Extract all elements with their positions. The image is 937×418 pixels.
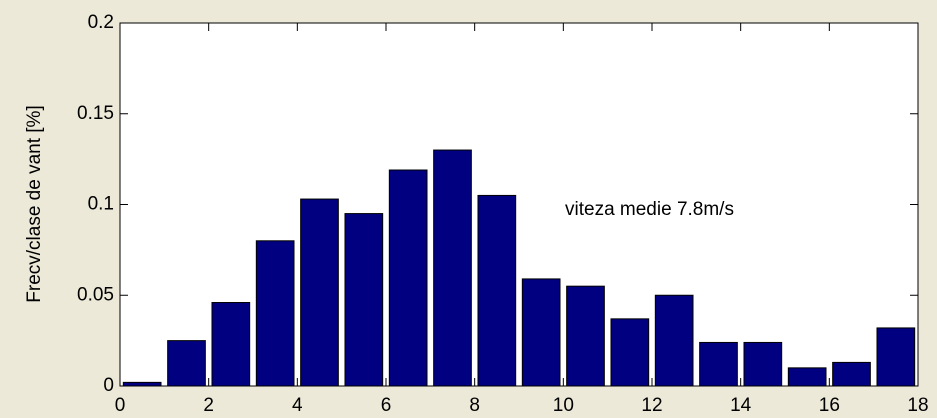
bar bbox=[832, 361, 871, 387]
x-tick-label: 10 bbox=[553, 395, 574, 416]
bar bbox=[521, 278, 561, 387]
bar bbox=[699, 341, 738, 387]
y-tick-label: 0.1 bbox=[88, 194, 114, 215]
bar bbox=[566, 285, 605, 387]
bar bbox=[344, 213, 384, 387]
bar bbox=[433, 149, 472, 387]
x-tick-label: 6 bbox=[381, 395, 392, 416]
x-tick-label: 18 bbox=[907, 395, 928, 416]
x-tick-label: 12 bbox=[641, 395, 662, 416]
bar bbox=[211, 302, 251, 387]
x-tick-label: 4 bbox=[292, 395, 303, 416]
x-tick-label: 0 bbox=[115, 395, 126, 416]
y-tick-label: 0 bbox=[103, 375, 114, 396]
x-tick-label: 8 bbox=[469, 395, 480, 416]
x-tick-label: 14 bbox=[730, 395, 752, 416]
bar bbox=[876, 327, 916, 387]
bar bbox=[255, 240, 295, 387]
bar bbox=[167, 340, 206, 387]
x-tick-label: 2 bbox=[203, 395, 214, 416]
bar bbox=[610, 318, 650, 387]
bar bbox=[300, 198, 339, 387]
bar bbox=[787, 367, 827, 387]
annotation: viteza medie 7.8m/s bbox=[565, 199, 734, 220]
y-axis-label: Frecv/clase de vant [%] bbox=[24, 105, 45, 302]
bar bbox=[388, 169, 428, 387]
bar bbox=[743, 341, 783, 387]
bar bbox=[122, 381, 162, 387]
y-tick-label: 0.05 bbox=[77, 284, 114, 305]
y-tick-label: 0.15 bbox=[77, 103, 114, 124]
y-tick-label: 0.2 bbox=[88, 12, 114, 33]
bar bbox=[477, 194, 517, 387]
x-tick-label: 16 bbox=[819, 395, 840, 416]
plot-area bbox=[119, 22, 919, 387]
bar bbox=[654, 294, 694, 387]
